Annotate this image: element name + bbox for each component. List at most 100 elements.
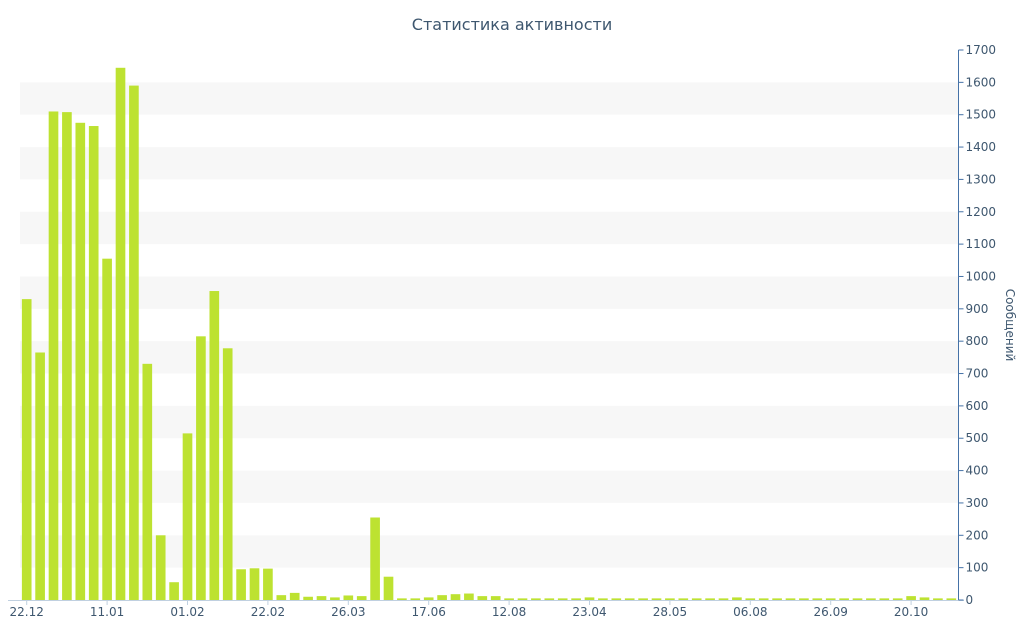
bar	[303, 596, 313, 600]
bar	[678, 598, 689, 600]
bar	[718, 598, 729, 600]
bar	[276, 595, 287, 600]
bar	[48, 111, 59, 600]
bar-series	[21, 67, 957, 601]
bar	[21, 299, 32, 600]
y-tick-label: 1300	[966, 172, 997, 186]
bar	[745, 598, 756, 600]
y-tick-label: 1700	[966, 43, 997, 57]
bar	[825, 598, 836, 600]
grid-band	[20, 82, 958, 115]
bar	[638, 598, 648, 600]
bar	[316, 596, 327, 600]
bar	[88, 126, 99, 600]
bar	[490, 596, 501, 600]
bar	[370, 517, 380, 600]
bar	[852, 598, 863, 600]
grid-band	[20, 147, 958, 180]
bar	[263, 568, 273, 600]
y-tick-label: 400	[966, 464, 989, 478]
bar	[477, 596, 488, 600]
bar	[812, 598, 823, 600]
bar	[222, 348, 233, 600]
bar	[531, 598, 541, 600]
bar	[839, 598, 849, 600]
y-tick-label: 300	[966, 496, 989, 510]
y-tick-label: 1400	[966, 140, 997, 154]
bar	[356, 596, 367, 600]
x-tick-label: 20.10	[894, 605, 928, 619]
grid-band	[20, 405, 958, 439]
x-axis: 22.12 11.01 01.02 22.02 26.03 17.06 12.08 23.04…	[8, 600, 964, 619]
y-tick-label: 600	[966, 399, 989, 413]
y-tick-label: 100	[966, 561, 989, 575]
bar	[906, 596, 916, 600]
bar	[691, 598, 702, 600]
y-tick-label: 1000	[966, 269, 997, 283]
bar	[732, 597, 742, 600]
grid-band	[20, 276, 958, 309]
bar	[450, 594, 461, 600]
y-axis-title: Сообщений	[1003, 289, 1017, 362]
x-tick-label: 28.05	[653, 605, 687, 619]
bar	[598, 598, 608, 600]
grid-band	[20, 211, 958, 245]
y-tick-label: 1600	[966, 75, 997, 89]
bar	[866, 598, 876, 600]
grid-band	[20, 470, 958, 503]
bar	[611, 598, 622, 600]
y-tick-label: 800	[966, 334, 989, 348]
x-tick-label: 23.04	[572, 605, 606, 619]
bar	[62, 112, 72, 601]
y-tick-label: 1100	[966, 237, 997, 251]
grid-band	[20, 535, 958, 568]
bar	[182, 433, 193, 600]
y-tick-label: 1200	[966, 205, 997, 219]
y-axis: 0 100 200 300 400 500 600 700 800 900 1000 1100 1200…	[958, 43, 1017, 607]
bar	[557, 598, 568, 600]
bar	[785, 598, 796, 600]
x-tick-label: 12.08	[492, 605, 526, 619]
x-tick-label: 06.08	[733, 605, 767, 619]
bar	[209, 291, 220, 600]
y-tick-label: 900	[966, 302, 989, 316]
bar	[75, 122, 86, 600]
y-tick-label: 1500	[966, 108, 997, 122]
bar	[665, 598, 675, 600]
bar	[799, 598, 809, 600]
bar	[330, 597, 340, 600]
bar	[343, 595, 354, 600]
bar	[919, 597, 930, 600]
x-tick-label: 26.09	[814, 605, 848, 619]
bar	[169, 582, 179, 600]
x-tick-label: 22.12	[10, 605, 44, 619]
grid-band	[20, 341, 958, 374]
x-tick-label: 22.02	[251, 605, 285, 619]
y-tick-label: 200	[966, 528, 989, 542]
bar	[571, 598, 581, 600]
bar	[35, 352, 45, 600]
x-tick-label: 11.01	[90, 605, 124, 619]
bar	[651, 598, 662, 600]
bar	[504, 598, 514, 600]
bar	[155, 535, 166, 600]
x-tick-label: 01.02	[170, 605, 204, 619]
bar	[517, 598, 528, 600]
bar	[705, 598, 715, 600]
bar	[772, 598, 782, 600]
bar	[946, 598, 957, 600]
bar	[102, 258, 112, 600]
bar	[437, 595, 447, 600]
bar	[933, 598, 943, 600]
x-tick-label: 17.06	[412, 605, 446, 619]
bar	[196, 336, 206, 600]
chart-title: Статистика активности	[411, 15, 613, 34]
y-tick-label: 700	[966, 367, 989, 381]
bar	[879, 598, 890, 600]
bar	[892, 598, 903, 600]
bar	[464, 593, 474, 600]
bar	[142, 363, 153, 600]
x-tick-label: 26.03	[331, 605, 365, 619]
